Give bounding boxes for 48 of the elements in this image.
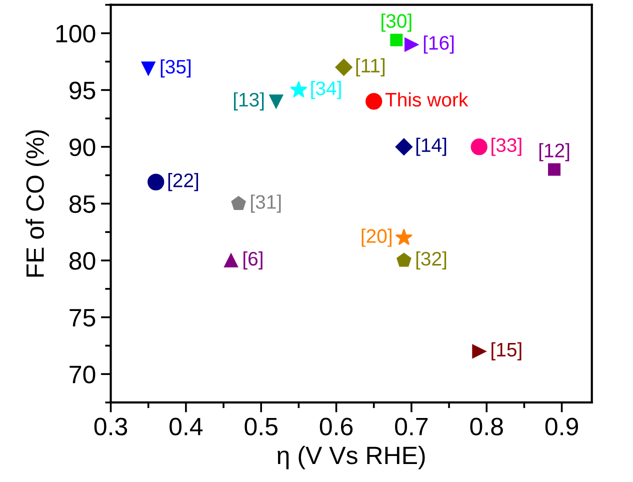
series-label: [35] bbox=[160, 59, 191, 78]
series-label: [15] bbox=[492, 342, 522, 360]
y-axis-title: FE of CO (%) bbox=[26, 130, 49, 277]
x-tick-label: 0.5 bbox=[244, 418, 278, 436]
point bbox=[396, 252, 412, 267]
x-tick-label: 0.6 bbox=[320, 418, 353, 436]
series-label: [32] bbox=[416, 251, 446, 270]
point bbox=[231, 196, 246, 210]
y-tick-label: 70 bbox=[70, 366, 96, 384]
x-tick-label: 0.8 bbox=[470, 418, 503, 436]
point bbox=[366, 93, 382, 110]
point bbox=[548, 163, 561, 176]
series-label: [33] bbox=[492, 138, 522, 156]
x-tick-label: 0.7 bbox=[395, 418, 428, 436]
y-tick-label: 95 bbox=[70, 82, 96, 100]
point bbox=[390, 34, 403, 46]
y-tick-label: 100 bbox=[56, 24, 96, 43]
point bbox=[335, 58, 352, 76]
point bbox=[290, 81, 308, 98]
series-label: [13] bbox=[234, 92, 264, 110]
series-label: [11] bbox=[356, 58, 385, 76]
point bbox=[470, 138, 488, 156]
y-tick-label: 80 bbox=[69, 252, 96, 270]
point bbox=[224, 254, 238, 268]
series-label: [31] bbox=[251, 194, 281, 213]
point bbox=[472, 344, 486, 358]
x-tick-label: 0.9 bbox=[545, 418, 578, 436]
series-label: [16] bbox=[424, 36, 454, 54]
series-label: [30] bbox=[382, 14, 412, 32]
x-tick-label: 0.3 bbox=[94, 418, 128, 436]
point bbox=[404, 38, 418, 52]
series-label: [6] bbox=[244, 251, 262, 270]
series-label: [22] bbox=[168, 172, 198, 192]
y-tick-label: 75 bbox=[70, 309, 96, 327]
series-label: [34] bbox=[311, 80, 341, 100]
point bbox=[269, 94, 284, 108]
x-axis-title: η (V Vs RHE) bbox=[278, 446, 425, 470]
series-label: [20] bbox=[362, 228, 392, 247]
point bbox=[141, 62, 156, 76]
y-tick-label: 85 bbox=[69, 195, 96, 213]
series-label: This work bbox=[385, 92, 468, 107]
point bbox=[395, 228, 413, 246]
y-tick-label: 90 bbox=[70, 138, 96, 156]
point bbox=[148, 174, 164, 190]
x-tick-label: 0.4 bbox=[170, 418, 203, 436]
point bbox=[395, 138, 412, 156]
series-label: [14] bbox=[416, 138, 446, 156]
series-label: [12] bbox=[539, 143, 570, 162]
